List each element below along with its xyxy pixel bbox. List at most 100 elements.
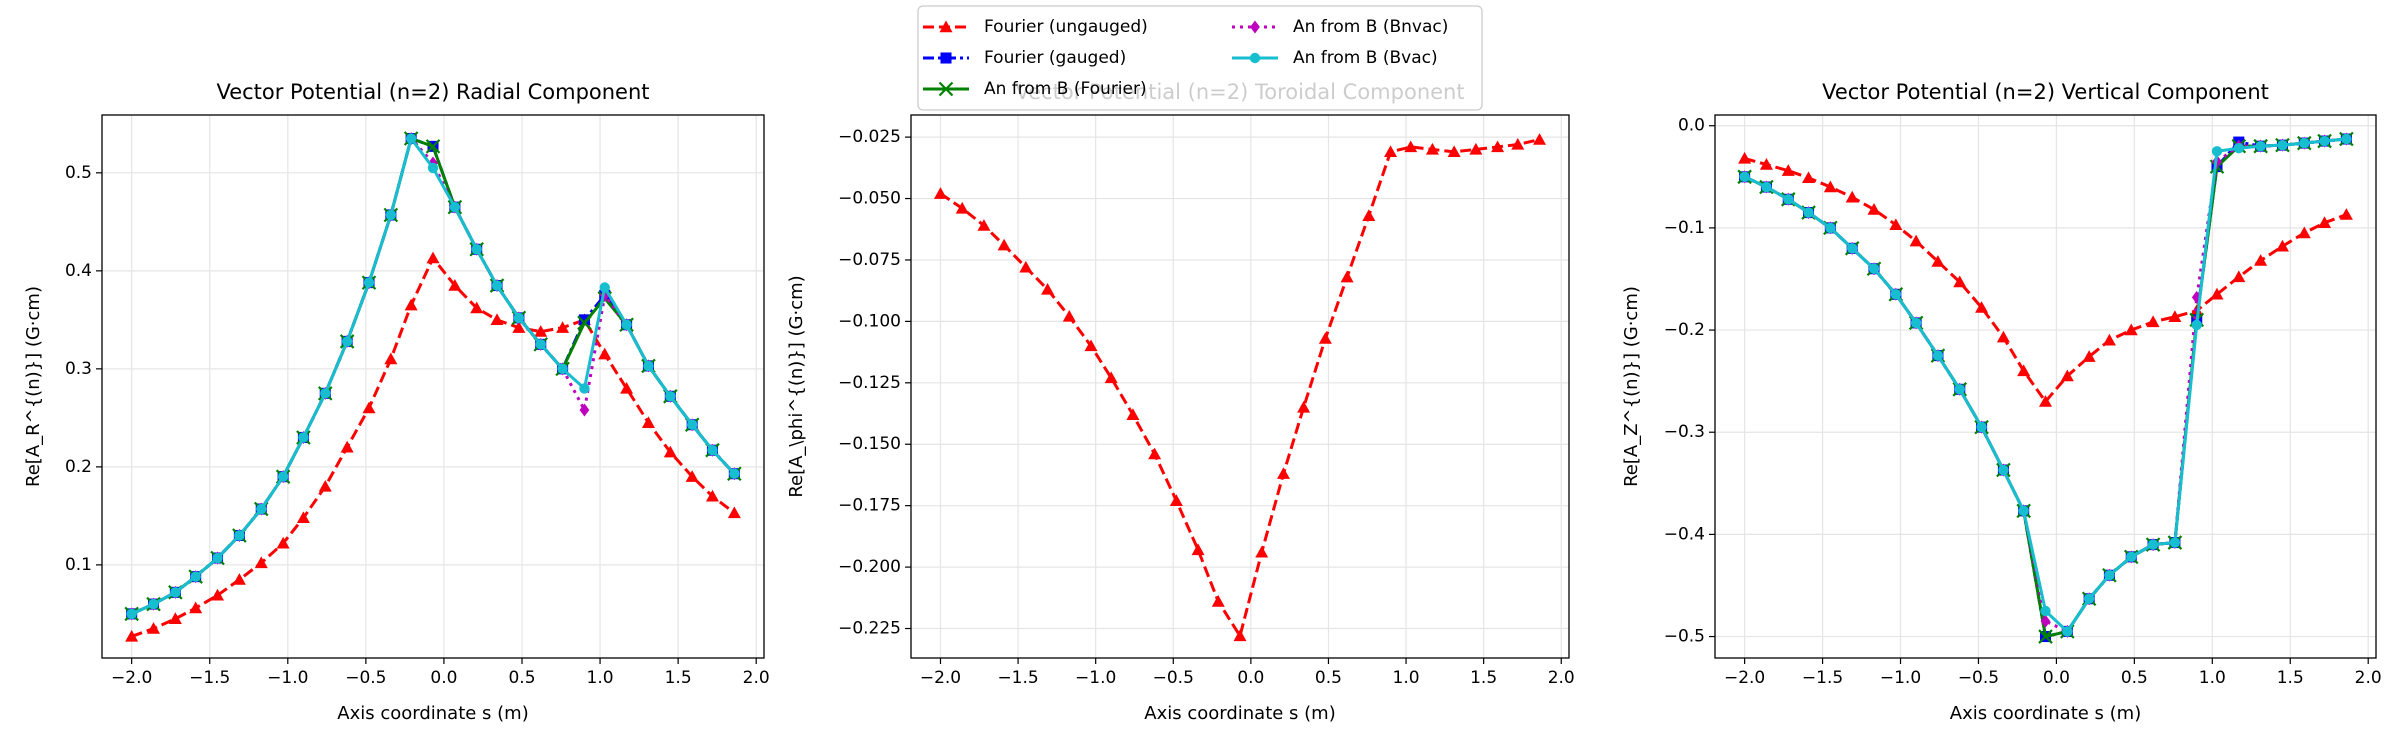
marker xyxy=(168,612,182,624)
marker xyxy=(2082,350,2096,362)
marker xyxy=(620,381,634,394)
marker xyxy=(2039,395,2052,407)
y-tick-label: −0.025 xyxy=(838,127,901,147)
marker xyxy=(1084,339,1098,352)
x-tick-label: 1.5 xyxy=(665,668,692,688)
legend-box xyxy=(917,5,1483,111)
marker xyxy=(190,571,201,582)
marker xyxy=(425,139,441,154)
marker xyxy=(385,209,397,221)
marker xyxy=(729,468,740,479)
marker xyxy=(2232,270,2246,283)
marker xyxy=(1867,203,1881,215)
axes-frame xyxy=(1714,114,2377,659)
marker xyxy=(1931,255,1945,267)
x-tick-label: −1.0 xyxy=(1075,668,1116,688)
marker xyxy=(535,339,546,350)
y-tick-label: 0.0 xyxy=(1678,116,1705,136)
legend-label: An from B (Bnvac) xyxy=(1293,17,1448,37)
series-line xyxy=(1743,137,2347,639)
axes-frame xyxy=(101,114,765,659)
marker xyxy=(405,133,417,144)
x-tick-label: 0.5 xyxy=(508,668,535,688)
marker xyxy=(2102,333,2116,346)
x-tick-label: −1.5 xyxy=(1802,668,1843,688)
marker xyxy=(2062,626,2073,637)
marker xyxy=(705,489,719,502)
series-line xyxy=(1744,156,2347,404)
marker xyxy=(579,383,590,394)
marker xyxy=(2255,140,2266,152)
marker xyxy=(470,301,484,314)
marker xyxy=(2299,137,2310,149)
y-axis-label: Re[A_R^{(n)}] (G·cm) xyxy=(23,286,44,487)
marker xyxy=(2104,570,2115,581)
marker xyxy=(598,347,612,360)
marker xyxy=(212,552,223,564)
marker xyxy=(2233,143,2245,154)
marker xyxy=(2211,146,2223,157)
x-tick-label: −2.0 xyxy=(920,668,961,688)
x-tick-label: 1.5 xyxy=(1470,668,1497,688)
marker xyxy=(685,470,699,482)
chart-title: Vector Potential (n=2) Radial Component xyxy=(216,80,649,104)
marker xyxy=(277,471,289,482)
x-axis-label: Axis coordinate s (m) xyxy=(337,703,528,724)
marker xyxy=(1384,145,1398,158)
marker xyxy=(1975,301,1989,313)
y-axis-label: Re[A_\phi^{(n)}] (G·cm) xyxy=(786,275,807,497)
marker xyxy=(933,187,947,199)
marker xyxy=(663,445,677,458)
x-tick-label: 2.0 xyxy=(1548,668,1575,688)
series-line xyxy=(131,137,736,616)
y-tick-label: 0.5 xyxy=(65,163,92,183)
marker xyxy=(170,587,181,598)
marker xyxy=(2146,315,2160,328)
marker xyxy=(340,440,354,453)
y-tick-label: −0.5 xyxy=(1664,627,1705,647)
y-tick-label: −0.075 xyxy=(838,250,901,270)
marker xyxy=(1469,142,1483,155)
marker xyxy=(2126,551,2137,563)
marker xyxy=(318,479,332,492)
marker xyxy=(490,313,504,326)
y-tick-label: −0.125 xyxy=(838,373,901,393)
marker xyxy=(599,282,610,293)
series-line xyxy=(939,138,1540,638)
marker xyxy=(727,506,741,519)
marker xyxy=(427,162,439,174)
marker xyxy=(556,321,570,333)
marker xyxy=(1759,158,1773,170)
x-tick-label: −2.0 xyxy=(1724,668,1765,688)
marker xyxy=(2339,208,2353,220)
x-tick-label: 0.0 xyxy=(1237,668,1264,688)
marker xyxy=(1104,371,1118,384)
marker xyxy=(471,244,482,255)
marker xyxy=(125,629,139,642)
marker xyxy=(2040,614,2051,628)
marker xyxy=(2168,310,2182,322)
y-axis-label: Re[A_Z^{(n)}] (G·cm) xyxy=(1621,286,1642,487)
marker xyxy=(1998,464,2009,476)
marker xyxy=(579,403,590,417)
marker xyxy=(1404,140,1418,153)
marker xyxy=(643,360,654,372)
marker xyxy=(362,401,376,414)
marker xyxy=(276,536,290,549)
x-tick-label: 1.5 xyxy=(2277,668,2304,688)
marker xyxy=(1890,289,1902,300)
y-tick-label: −0.225 xyxy=(838,619,901,639)
marker xyxy=(2341,133,2352,145)
marker xyxy=(1783,194,1794,205)
x-tick-label: −2.0 xyxy=(111,668,152,688)
x-tick-label: 0.0 xyxy=(430,668,457,688)
marker xyxy=(2277,139,2288,151)
marker xyxy=(1491,140,1505,153)
marker xyxy=(2038,629,2053,644)
y-tick-label: 0.2 xyxy=(65,457,92,477)
marker xyxy=(320,388,331,399)
legend-label: Fourier (ungauged) xyxy=(984,17,1148,37)
marker xyxy=(1976,421,1987,433)
y-tick-label: −0.150 xyxy=(838,434,901,454)
x-tick-label: −1.5 xyxy=(189,668,230,688)
